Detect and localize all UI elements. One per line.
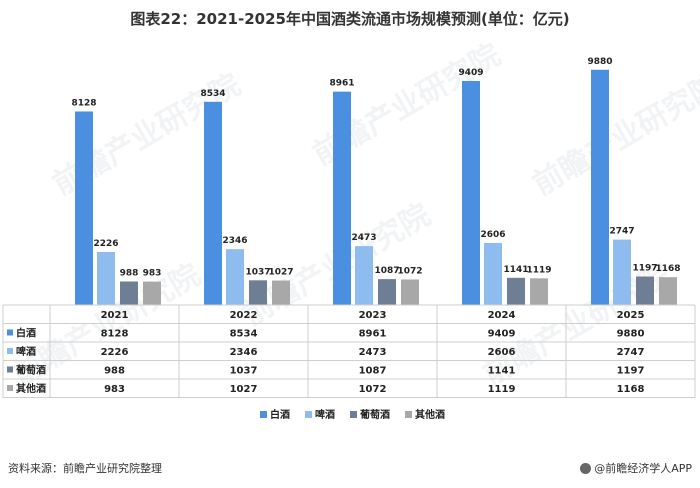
chart-title: 图表22：2021-2025年中国酒类流通市场规模预测(单位：亿元) (130, 10, 570, 28)
data-label: 1197 (632, 264, 657, 274)
table-cell: 1197 (617, 366, 645, 377)
bar-2024-series-1 (484, 242, 502, 305)
table-cell: 8534 (230, 329, 258, 340)
data-label: 1072 (397, 266, 422, 276)
table-cell: 1037 (230, 366, 258, 377)
legend-swatch (350, 411, 357, 418)
bar-2023-series-3 (401, 279, 419, 305)
data-label: 9409 (458, 68, 483, 78)
table-header-cell: 2025 (617, 310, 645, 321)
table-row-swatch (7, 366, 13, 373)
table-cell: 1027 (230, 384, 258, 395)
bar-2022-series-2 (249, 280, 267, 305)
table-cell: 1087 (359, 366, 387, 377)
bar-2025-series-3 (659, 277, 677, 305)
table-header-cell: 2021 (101, 310, 129, 321)
data-label: 988 (120, 268, 139, 278)
data-label: 1037 (245, 267, 270, 277)
table-cell: 1168 (617, 384, 645, 395)
bar-2021-series-2 (120, 281, 138, 305)
table-row-label: 啤酒 (16, 345, 36, 358)
table-row-label: 其他酒 (16, 382, 46, 395)
bar-2022-series-3 (272, 280, 290, 305)
bar-2023-series-2 (378, 279, 396, 305)
brand-credit: @前瞻经济学人APP (580, 460, 692, 476)
legend-label: 葡萄酒 (359, 408, 390, 421)
data-label: 9880 (587, 57, 612, 67)
data-label: 1119 (526, 265, 551, 275)
legend-label: 其他酒 (415, 408, 445, 421)
legend-label: 啤酒 (315, 408, 335, 421)
table-cell: 9880 (617, 329, 645, 340)
table-cell: 2346 (230, 347, 258, 358)
table-cell: 2606 (488, 347, 516, 358)
bar-2024-series-3 (530, 278, 548, 305)
bar-2022-series-1 (226, 249, 244, 305)
table-cell: 1119 (488, 384, 516, 395)
table-cell: 983 (104, 384, 125, 395)
bar-2021-series-3 (143, 281, 161, 305)
table-cell: 8961 (359, 329, 387, 340)
brand-label: @前瞻经济学人APP (594, 462, 692, 475)
data-label: 2473 (351, 233, 376, 243)
data-label: 2226 (93, 239, 118, 249)
data-label: 8534 (200, 89, 225, 99)
table-header-cell: 2024 (488, 310, 516, 321)
brand-logo-icon (580, 462, 592, 474)
bar-2025-series-2 (636, 276, 654, 305)
table-cell: 8128 (101, 329, 129, 340)
table-cell: 988 (104, 366, 125, 377)
table-row-label: 白酒 (16, 327, 36, 340)
legend-swatch (405, 411, 412, 418)
table-row-swatch (7, 329, 13, 336)
data-label: 1168 (655, 264, 680, 274)
bar-2021-series-1 (97, 252, 115, 305)
table-cell: 1072 (359, 384, 387, 395)
bar-2022-series-0 (204, 101, 222, 305)
data-label: 1027 (268, 268, 293, 278)
legend-swatch (305, 411, 312, 418)
data-label: 8128 (71, 98, 96, 108)
legend-swatch (260, 411, 267, 418)
data-label: 983 (143, 269, 162, 279)
legend-label: 白酒 (270, 408, 290, 421)
bar-2021-series-0 (75, 111, 93, 305)
table-row-label: 葡萄酒 (15, 364, 46, 377)
table-header-cell: 2023 (359, 310, 387, 321)
bar-2025-series-1 (613, 239, 631, 305)
table-cell: 9409 (488, 329, 516, 340)
source-note: 资料来源：前瞻产业研究院整理 (8, 462, 162, 475)
table-cell: 2226 (101, 347, 129, 358)
data-label: 2346 (222, 236, 247, 246)
chart: 8128 8534 8961 9409 9880 2226 2346 2473 2606 2747… (2, 57, 696, 421)
data-label: 2606 (480, 230, 505, 240)
table-header-cell: 2022 (230, 310, 258, 321)
bar-2024-series-2 (507, 277, 525, 305)
bar-2023-series-1 (355, 246, 373, 305)
data-label: 1141 (503, 265, 528, 275)
bar-2025-series-0 (591, 69, 609, 305)
data-label: 2747 (609, 227, 634, 237)
data-label: 1087 (374, 266, 399, 276)
data-label: 8961 (329, 79, 354, 89)
bar-2024-series-0 (462, 80, 480, 305)
table-cell: 1141 (488, 366, 516, 377)
table-cell: 2473 (359, 347, 387, 358)
table-row-swatch (7, 385, 13, 391)
table-row-swatch (7, 348, 13, 354)
bar-2023-series-0 (333, 91, 351, 306)
table-cell: 2747 (617, 347, 645, 358)
